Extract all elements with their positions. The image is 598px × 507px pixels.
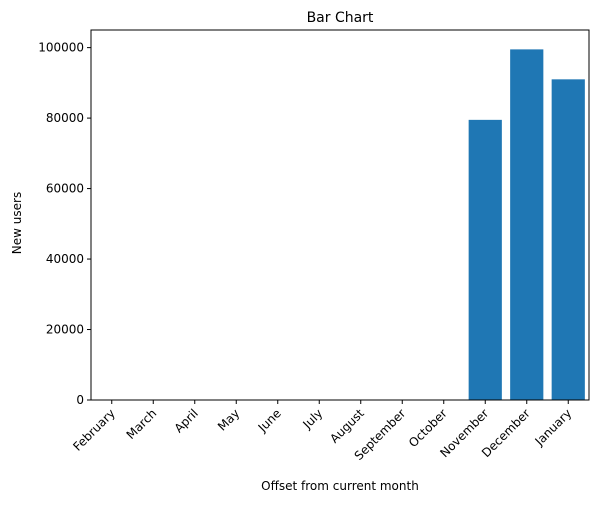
y-axis-label: New users [10, 192, 24, 254]
y-tick-label: 40000 [46, 252, 84, 266]
y-tick-label: 80000 [46, 111, 84, 125]
x-tick-label: January [532, 406, 575, 449]
x-axis: February March April May June July AugustSepte… [70, 400, 574, 463]
bars-layer [468, 49, 585, 400]
bar-january [551, 79, 585, 400]
x-tick-label: June [255, 406, 284, 435]
chart-title: Bar Chart [307, 10, 374, 26]
x-tick-label: February [70, 406, 118, 454]
plot-frame [90, 29, 590, 401]
x-axis-label: Offset from current month [261, 479, 419, 493]
y-tick-label: 0 [76, 393, 84, 407]
x-tick-label: July [299, 406, 325, 432]
x-tick-label: May [215, 406, 242, 433]
y-tick-label: 20000 [46, 323, 84, 337]
y-tick-label: 60000 [46, 182, 84, 196]
bar-december [510, 49, 544, 400]
x-tick-label: March [124, 406, 160, 442]
bar-november [468, 119, 502, 400]
x-tick-label: April [172, 406, 201, 435]
x-tick-label: August [327, 406, 367, 446]
y-axis: 0 20000 40000 60000 80000 100000 [38, 41, 91, 407]
y-tick-label: 100000 [38, 41, 84, 55]
